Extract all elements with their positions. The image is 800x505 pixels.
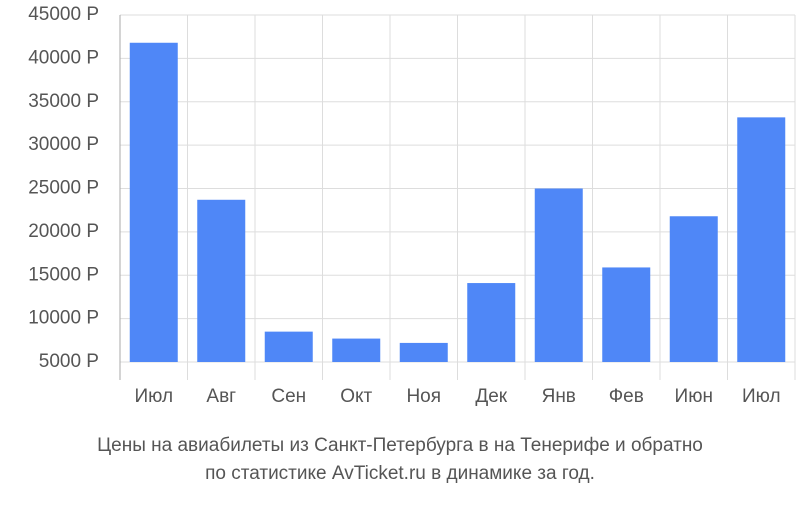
x-tick-label: Июл [134, 386, 173, 407]
y-tick-label: 45000 Р [28, 4, 99, 25]
y-tick-label: 10000 Р [28, 308, 99, 329]
bar [332, 338, 381, 362]
x-tick-label: Дек [475, 386, 507, 407]
bar [399, 342, 448, 362]
y-tick-label: 20000 Р [28, 221, 99, 242]
x-tick-label: Июл [742, 386, 781, 407]
x-tick-label: Сен [271, 386, 306, 407]
y-tick-label: 35000 Р [28, 91, 99, 112]
bar [197, 199, 246, 362]
chart-title: Цены на авиабилеты из Санкт-Петербурга в… [97, 435, 703, 456]
chart-title: по статистике AvTicket.ru в динамике за … [205, 463, 595, 484]
x-tick-label: Фев [609, 386, 644, 407]
bar [737, 117, 786, 363]
bar [129, 42, 178, 362]
bar [264, 331, 313, 362]
x-tick-label: Авг [206, 386, 236, 407]
y-tick-label: 30000 Р [28, 134, 99, 155]
x-tick-label: Янв [542, 386, 576, 407]
bar [534, 188, 583, 362]
y-tick-label: 15000 Р [28, 264, 99, 285]
y-tick-label: 40000 Р [28, 47, 99, 68]
bar [467, 283, 516, 362]
x-tick-label: Июн [675, 386, 713, 407]
y-tick-label: 25000 Р [28, 178, 99, 199]
bar [602, 267, 651, 362]
bar [669, 216, 718, 362]
x-tick-label: Окт [340, 386, 372, 407]
x-tick-label: Ноя [406, 386, 441, 407]
y-tick-label: 5000 Р [39, 351, 99, 372]
